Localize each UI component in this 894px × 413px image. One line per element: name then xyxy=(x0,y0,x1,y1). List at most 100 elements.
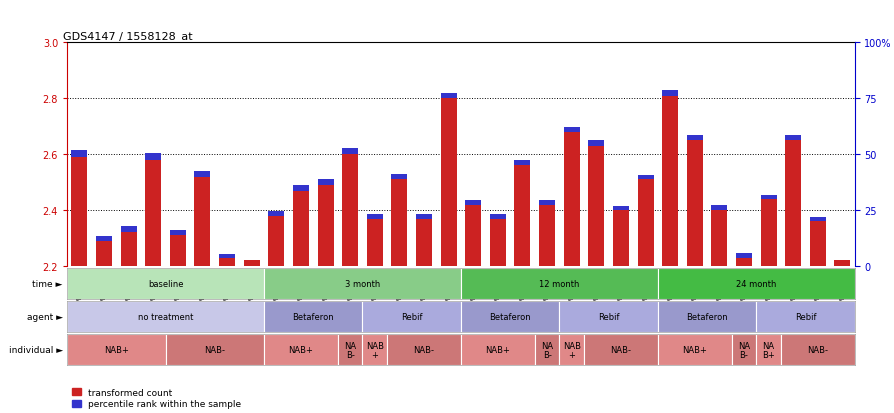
Text: Betaferon: Betaferon xyxy=(292,313,333,321)
Bar xyxy=(219,254,235,258)
Bar xyxy=(711,211,727,266)
Bar xyxy=(367,215,383,219)
Bar xyxy=(145,154,161,161)
Bar xyxy=(317,185,333,266)
Bar xyxy=(612,211,628,266)
Bar xyxy=(514,166,530,266)
Text: Rebif: Rebif xyxy=(597,313,619,321)
Bar xyxy=(784,135,800,141)
Bar xyxy=(292,191,308,266)
Text: NAB-: NAB- xyxy=(610,346,630,354)
Text: NA
B-: NA B- xyxy=(343,342,356,358)
Bar xyxy=(755,301,854,332)
Text: no treatment: no treatment xyxy=(138,313,193,321)
Text: time ►: time ► xyxy=(32,280,63,288)
Bar xyxy=(264,268,460,299)
Text: Rebif: Rebif xyxy=(401,313,422,321)
Bar xyxy=(416,219,432,266)
Text: Rebif: Rebif xyxy=(794,313,815,321)
Bar xyxy=(731,335,755,366)
Bar xyxy=(780,335,854,366)
Bar xyxy=(416,215,432,219)
Bar xyxy=(489,215,505,219)
Text: NAB+: NAB+ xyxy=(104,346,129,354)
Bar xyxy=(460,335,535,366)
Text: NA
B+: NA B+ xyxy=(762,342,774,358)
Bar xyxy=(67,301,264,332)
Bar xyxy=(72,158,88,266)
Bar xyxy=(760,199,776,266)
Text: Betaferon: Betaferon xyxy=(489,313,530,321)
Bar xyxy=(735,258,751,266)
Bar xyxy=(538,205,554,266)
Text: 12 month: 12 month xyxy=(538,280,579,288)
Bar xyxy=(465,201,481,205)
Text: 24 month: 24 month xyxy=(735,280,776,288)
Bar xyxy=(194,177,210,266)
Bar xyxy=(686,141,702,266)
Bar xyxy=(538,201,554,205)
Bar xyxy=(219,258,235,266)
Bar xyxy=(489,219,505,266)
Text: NAB
+: NAB + xyxy=(562,342,580,358)
Text: NAB-: NAB- xyxy=(413,346,434,354)
Bar xyxy=(755,335,780,366)
Bar xyxy=(711,205,727,211)
Text: baseline: baseline xyxy=(148,280,183,288)
Bar xyxy=(170,230,186,236)
Bar xyxy=(67,268,264,299)
Bar xyxy=(72,150,88,158)
Text: agent ►: agent ► xyxy=(27,313,63,321)
Bar xyxy=(460,301,559,332)
Bar xyxy=(338,335,362,366)
Text: NAB-: NAB- xyxy=(806,346,827,354)
Bar xyxy=(809,222,825,266)
Bar xyxy=(833,261,849,266)
Bar xyxy=(637,176,653,180)
Bar xyxy=(784,141,800,266)
Bar xyxy=(657,335,731,366)
Bar xyxy=(587,147,603,266)
Bar xyxy=(563,133,579,266)
Bar xyxy=(96,236,112,241)
Bar xyxy=(559,301,657,332)
Bar xyxy=(121,233,137,266)
Bar xyxy=(563,128,579,133)
Bar xyxy=(657,268,854,299)
Text: Betaferon: Betaferon xyxy=(686,313,727,321)
Bar xyxy=(317,180,333,185)
Bar xyxy=(264,301,362,332)
Bar xyxy=(657,301,755,332)
Bar xyxy=(535,335,559,366)
Text: NA
B-: NA B- xyxy=(540,342,552,358)
Bar xyxy=(612,206,628,211)
Bar xyxy=(96,241,112,266)
Bar xyxy=(145,161,161,266)
Bar xyxy=(440,94,456,99)
Bar xyxy=(587,141,603,147)
Bar xyxy=(637,180,653,266)
Bar xyxy=(121,227,137,233)
Bar xyxy=(809,217,825,222)
Text: individual ►: individual ► xyxy=(9,346,63,354)
Bar xyxy=(362,301,460,332)
Bar xyxy=(386,335,460,366)
Bar xyxy=(243,260,259,261)
Bar xyxy=(662,96,678,266)
Text: NAB
+: NAB + xyxy=(366,342,384,358)
Bar xyxy=(460,268,657,299)
Text: GDS4147 / 1558128_at: GDS4147 / 1558128_at xyxy=(63,31,192,42)
Bar xyxy=(686,135,702,141)
Bar xyxy=(268,216,284,266)
Bar xyxy=(391,180,407,266)
Text: NA
B-: NA B- xyxy=(737,342,749,358)
Legend: transformed count, percentile rank within the sample: transformed count, percentile rank withi… xyxy=(72,388,240,408)
Bar xyxy=(67,335,165,366)
Bar xyxy=(170,236,186,266)
Bar xyxy=(367,219,383,266)
Text: NAB-: NAB- xyxy=(204,346,225,354)
Bar xyxy=(264,335,338,366)
Bar xyxy=(165,335,264,366)
Text: NAB+: NAB+ xyxy=(681,346,706,354)
Bar xyxy=(391,175,407,180)
